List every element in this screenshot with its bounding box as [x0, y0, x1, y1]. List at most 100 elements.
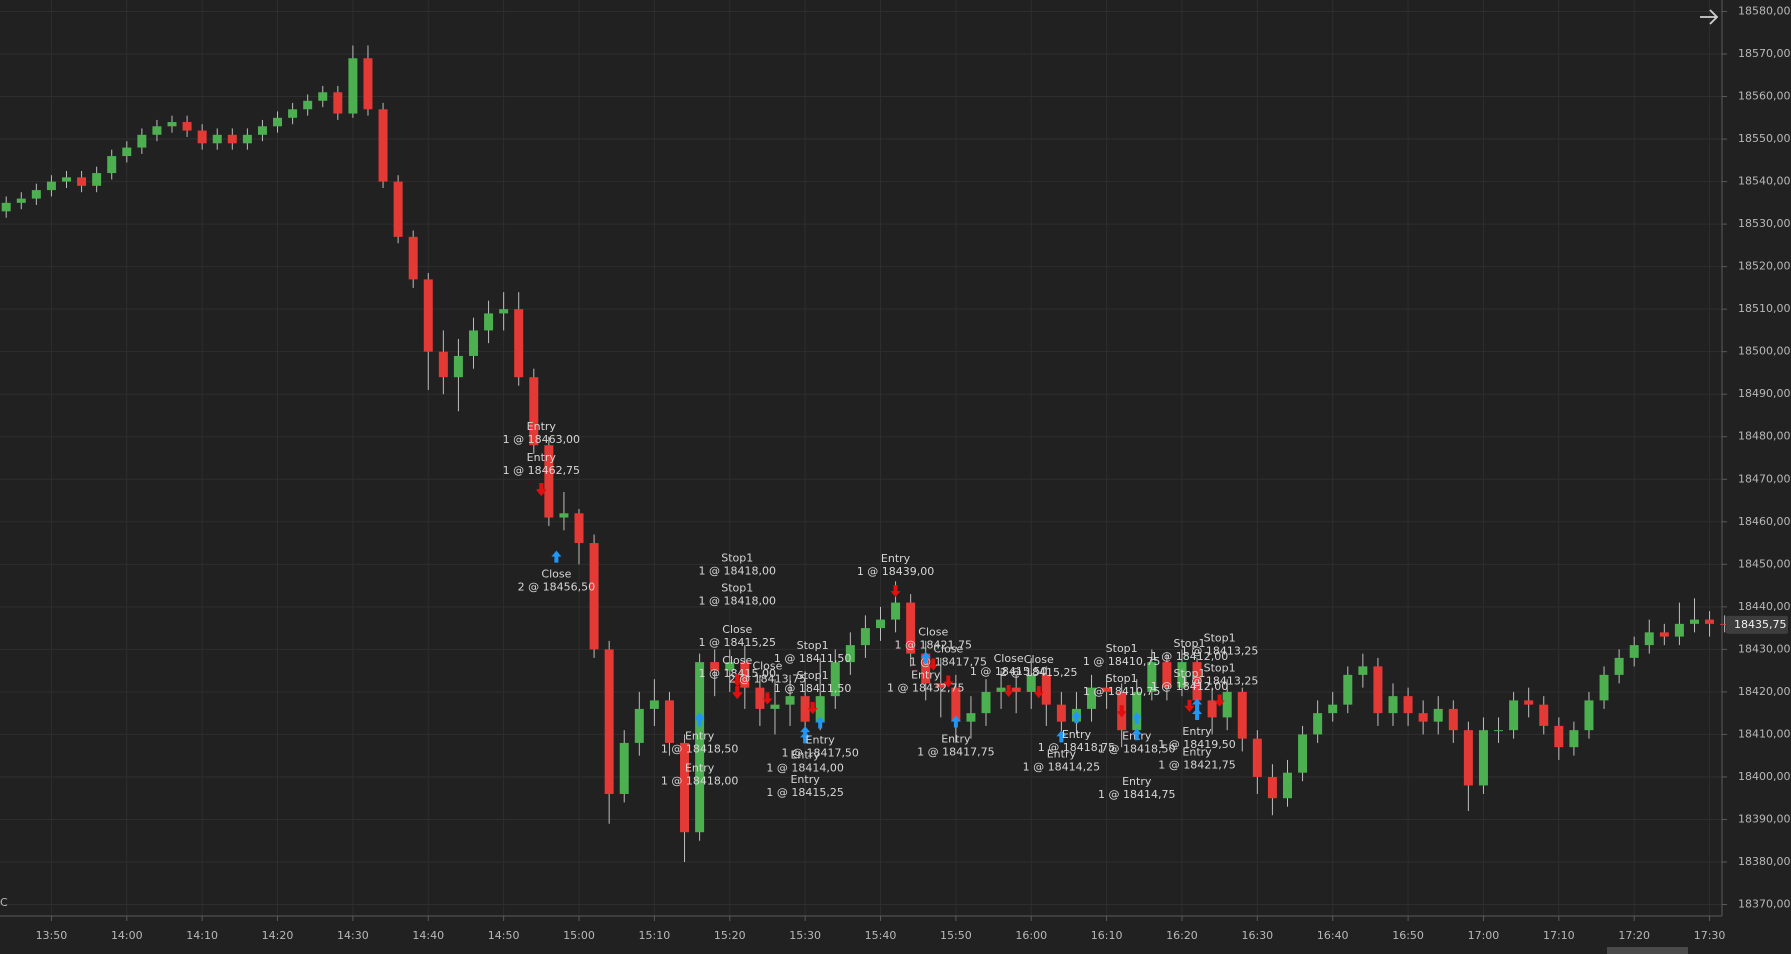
execution-arrow — [1131, 728, 1142, 741]
x-tick-label: 14:00 — [111, 929, 143, 942]
candle-body — [1328, 704, 1338, 714]
candle-body — [1403, 696, 1413, 714]
y-tick-label: 18530,00 — [1738, 217, 1791, 230]
candle-body — [1629, 645, 1639, 658]
candle-body — [1463, 730, 1473, 786]
x-tick-label: 16:00 — [1015, 929, 1047, 942]
x-tick-label: 16:20 — [1166, 929, 1198, 942]
candle-body — [966, 713, 976, 722]
y-tick-label: 18410,00 — [1738, 727, 1791, 740]
execution-text: 1 @ 18432,75 — [887, 682, 964, 695]
execution-text: 1 @ 18410,75 — [1083, 685, 1160, 698]
candle-body — [800, 696, 810, 722]
candle-body — [1, 202, 11, 212]
candle-body — [1358, 666, 1368, 675]
execution-label: Stop1 — [721, 551, 753, 564]
execution-label: Close — [994, 652, 1024, 665]
y-tick-label: 18430,00 — [1738, 642, 1791, 655]
execution-text: 2 @ 18415,25 — [1000, 666, 1077, 679]
execution-text: 1 @ 18412,00 — [1151, 680, 1228, 693]
y-tick-label: 18570,00 — [1738, 47, 1791, 60]
candle-body — [604, 649, 614, 794]
candle-body — [92, 173, 102, 186]
execution-arrow — [943, 675, 954, 688]
scroll-to-end-button[interactable] — [1700, 9, 1719, 25]
x-tick-label: 15:40 — [865, 929, 897, 942]
candle-body — [1494, 730, 1504, 732]
y-tick-label: 18520,00 — [1738, 260, 1791, 273]
candle-body — [906, 602, 916, 654]
candle-body — [1599, 674, 1609, 701]
candle-body — [1011, 687, 1021, 692]
execution-label: Close — [918, 625, 948, 638]
execution-text: 1 @ 18417,50 — [781, 747, 858, 760]
candle-body — [695, 662, 705, 833]
x-tick-label: 16:40 — [1317, 929, 1349, 942]
candle-body — [242, 134, 252, 144]
candle-body — [1509, 700, 1519, 731]
x-tick-label: 14:30 — [337, 929, 369, 942]
candle-body — [438, 351, 448, 378]
candle-body — [16, 198, 26, 203]
execution-label: Entry — [685, 761, 715, 774]
candle-body — [1705, 619, 1715, 624]
candle-body — [468, 330, 478, 356]
x-tick-label: 17:00 — [1468, 929, 1500, 942]
candle-body — [830, 662, 840, 697]
execution-text: 1 @ 18412,00 — [1151, 650, 1228, 663]
candle-body — [634, 708, 644, 743]
execution-text: 1 @ 18418,00 — [661, 774, 738, 787]
y-tick-label: 18370,00 — [1738, 898, 1791, 911]
scrollbar[interactable] — [1607, 947, 1688, 954]
candle-body — [1569, 730, 1579, 748]
execution-arrow — [950, 715, 961, 728]
execution-arrow — [762, 692, 773, 705]
execution-label: Entry — [911, 669, 941, 682]
candle-body — [1026, 674, 1036, 692]
candle-body — [453, 355, 463, 378]
x-tick-label: 14:40 — [412, 929, 444, 942]
execution-text: 1 @ 18418,00 — [699, 594, 776, 607]
candle-body — [725, 662, 735, 671]
execution-label: Entry — [527, 420, 557, 433]
execution-text: 1 @ 18418,00 — [699, 564, 776, 577]
candle-body — [619, 742, 629, 794]
candle-body — [288, 109, 298, 118]
execution-arrow — [732, 674, 743, 687]
candle-body — [544, 445, 554, 518]
candle-body — [1584, 700, 1594, 731]
execution-arrow — [1131, 712, 1142, 725]
execution-text: 1 @ 18414,25 — [1023, 760, 1100, 773]
candle-body — [1298, 734, 1308, 773]
candle-body — [785, 696, 795, 705]
candle-body — [408, 236, 418, 280]
execution-text: 1 @ 18415,25 — [699, 636, 776, 649]
execution-label: Entry — [790, 773, 820, 786]
candle-body — [1056, 704, 1066, 722]
execution-text: 1 @ 18439,00 — [857, 565, 934, 578]
execution-arrow — [890, 585, 901, 598]
execution-label: Stop1 — [1204, 662, 1236, 675]
candle-body — [1478, 730, 1488, 786]
execution-arrow — [1192, 698, 1203, 711]
candle-body — [1433, 708, 1443, 722]
candle-body — [529, 377, 539, 446]
x-tick-label: 13:50 — [36, 929, 68, 942]
execution-label: Close — [541, 568, 571, 581]
execution-arrow — [1033, 686, 1044, 699]
execution-label: Entry — [1122, 775, 1152, 788]
candle-body — [182, 122, 192, 131]
candle-body — [1614, 657, 1624, 675]
execution-text: 1 @ 18421,75 — [895, 638, 972, 651]
candle-body — [107, 156, 117, 174]
candle-body — [559, 513, 569, 518]
execution-text: 1 @ 18417,75 — [917, 745, 994, 758]
execution-label: Stop1 — [1106, 672, 1138, 685]
x-tick-label: 15:30 — [789, 929, 821, 942]
y-tick-label: 18450,00 — [1738, 557, 1791, 570]
x-tick-label: 14:20 — [262, 929, 294, 942]
x-tick-label: 16:10 — [1091, 929, 1123, 942]
last-price-label: 18435,75 — [1734, 618, 1787, 631]
